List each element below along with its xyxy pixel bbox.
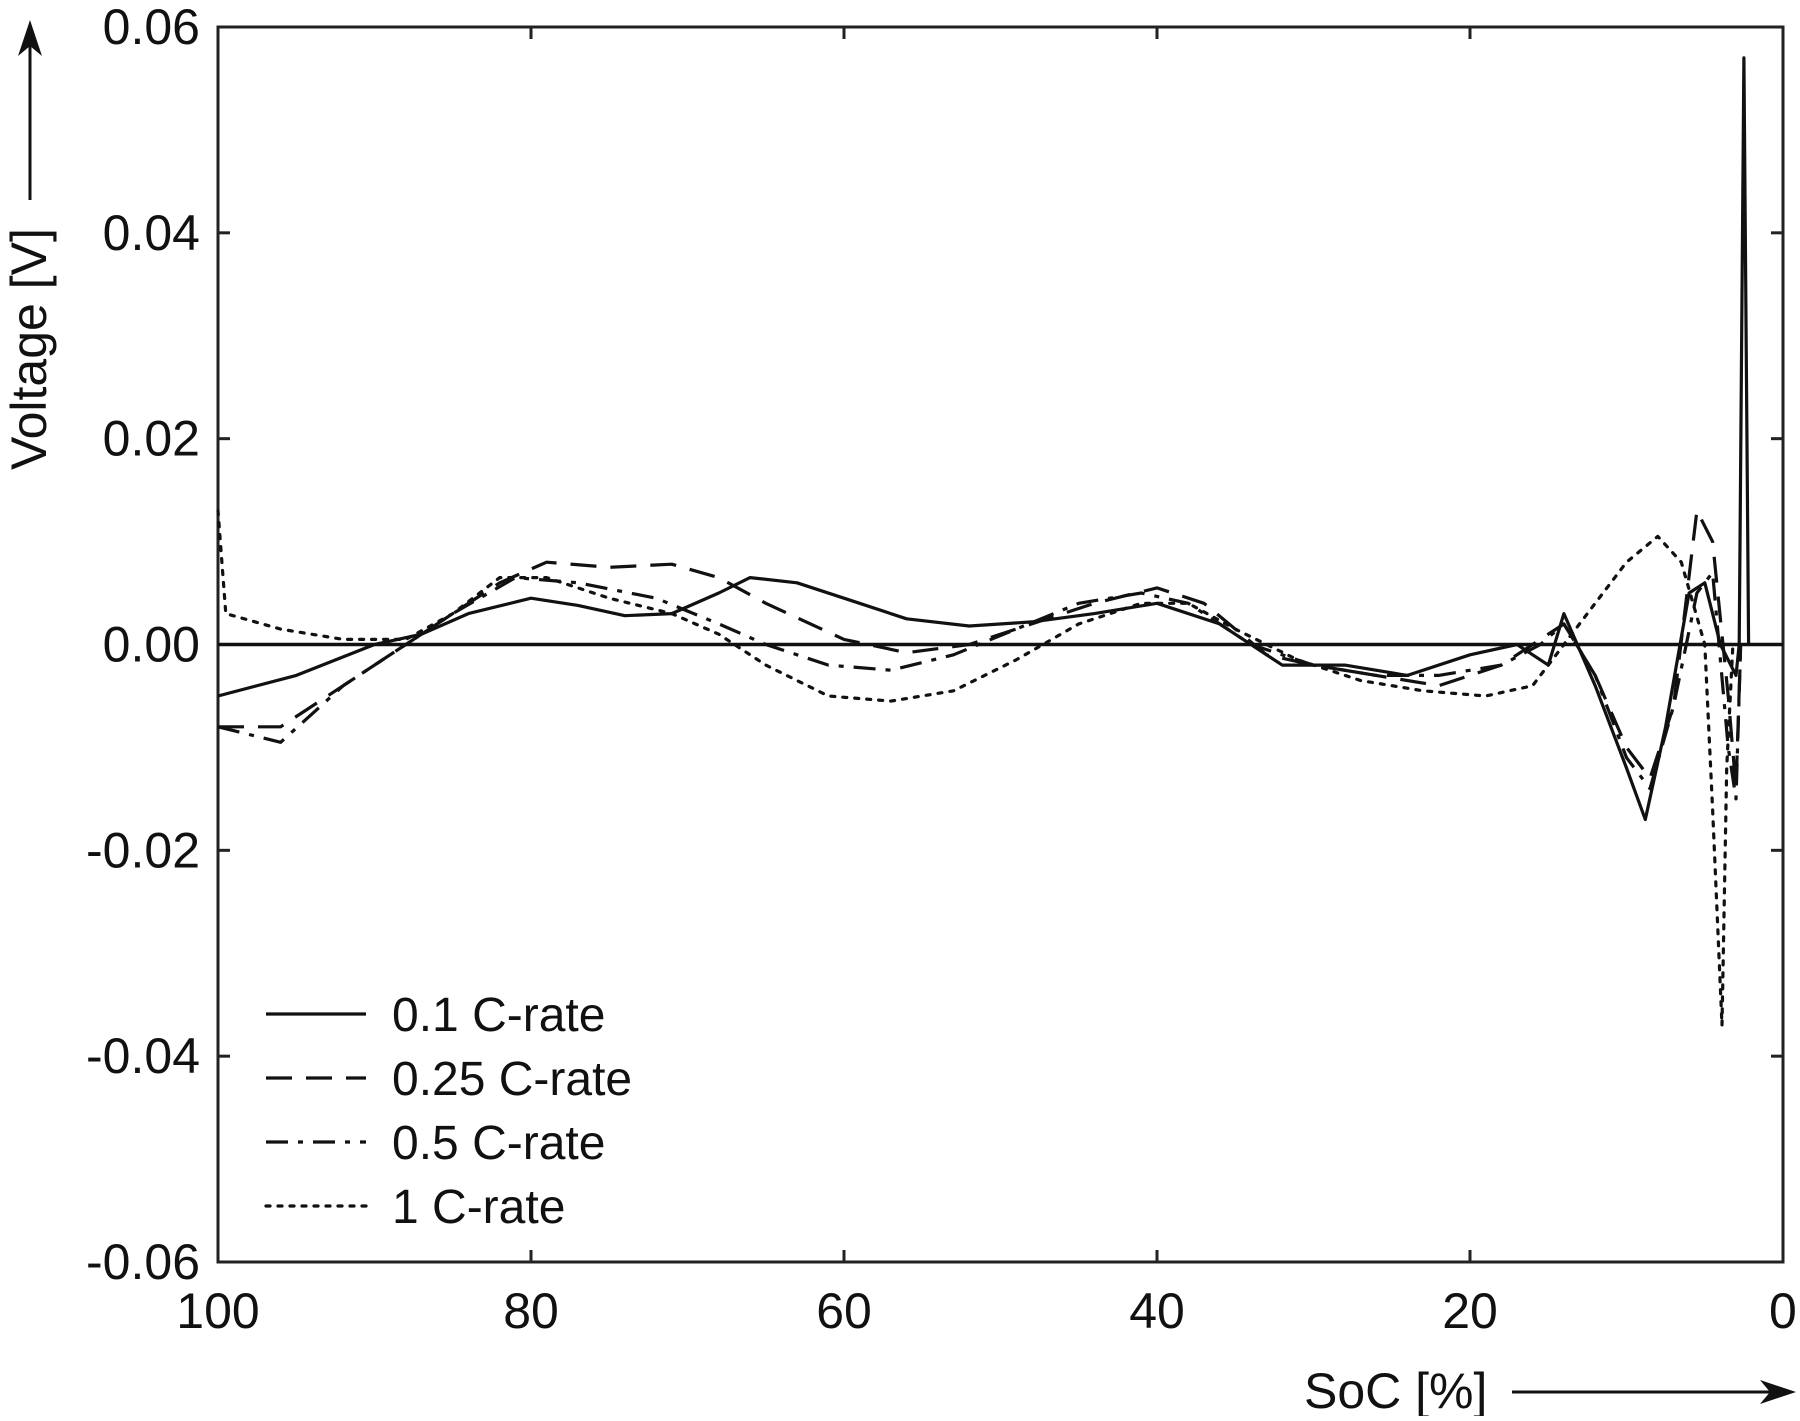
legend-label-1: 0.1 C-rate — [392, 989, 605, 1042]
y-tick-label: -0.02 — [86, 822, 200, 878]
y-tick-label: 0.00 — [103, 617, 200, 673]
x-tick-label: 60 — [816, 1283, 872, 1339]
y-tick-label: -0.04 — [86, 1028, 200, 1084]
x-tick-label: 80 — [503, 1283, 559, 1339]
x-tick-label: 100 — [176, 1283, 259, 1339]
legend: 0.1 C-rate 0.25 C-rate 0.5 C-rate 1 C-rate — [264, 989, 632, 1234]
series-line-2 — [218, 509, 1743, 791]
series-line-1 — [217, 56, 1751, 822]
axis-arrows — [18, 20, 1796, 1404]
x-tick-label: 40 — [1129, 1283, 1185, 1339]
y-tick-label: -0.06 — [86, 1234, 200, 1290]
x-tick-label: 0 — [1769, 1283, 1797, 1339]
x-tick-label: 20 — [1442, 1283, 1498, 1339]
y-axis-label: Voltage [V] — [1, 228, 57, 470]
series-line-4 — [216, 509, 1735, 1027]
series-lines — [216, 56, 1751, 1027]
legend-label-2: 0.25 C-rate — [392, 1053, 632, 1106]
legend-label-4: 1 C-rate — [392, 1181, 565, 1234]
y-axis-arrow-head — [18, 20, 42, 56]
legend-label-3: 0.5 C-rate — [392, 1117, 605, 1170]
x-axis-label: SoC [%] — [1304, 1363, 1487, 1416]
y-tick-label: 0.06 — [103, 0, 200, 55]
x-axis-arrow-head — [1760, 1380, 1796, 1404]
series-line-3 — [217, 570, 1743, 801]
y-tick-label: 0.04 — [103, 205, 200, 261]
y-tick-label: 0.02 — [103, 411, 200, 467]
